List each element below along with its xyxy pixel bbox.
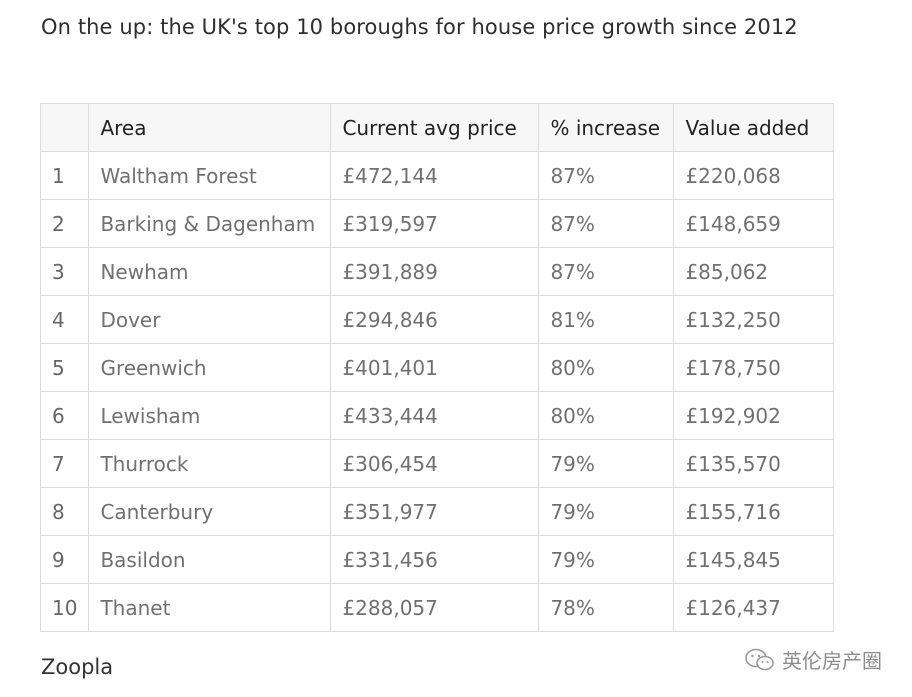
cell-value-added: £85,062 xyxy=(673,247,835,296)
cell-rank: 9 xyxy=(39,535,90,584)
cell-area: Thurrock xyxy=(88,439,332,488)
cell-area: Newham xyxy=(88,247,332,296)
cell-area: Greenwich xyxy=(88,343,332,392)
watermark: 英伦房产圈 xyxy=(744,645,882,674)
header-rank xyxy=(39,103,90,152)
cell-percent-increase: 87% xyxy=(538,199,675,248)
source-label: Zoopla xyxy=(41,655,114,679)
cell-percent-increase: 87% xyxy=(538,151,675,200)
cell-current-avg-price: £288,057 xyxy=(330,583,540,632)
cell-current-avg-price: £306,454 xyxy=(330,439,540,488)
cell-current-avg-price: £401,401 xyxy=(330,343,540,392)
table-row: 8 Canterbury £351,977 79% £155,716 xyxy=(39,487,835,536)
cell-current-avg-price: £319,597 xyxy=(330,199,540,248)
cell-percent-increase: 79% xyxy=(538,439,675,488)
cell-rank: 1 xyxy=(39,151,90,200)
table-row: 2 Barking & Dagenham £319,597 87% £148,659 xyxy=(39,199,835,248)
cell-current-avg-price: £472,144 xyxy=(330,151,540,200)
cell-area: Barking & Dagenham xyxy=(88,199,332,248)
cell-percent-increase: 87% xyxy=(538,247,675,296)
header-percent-increase: % increase xyxy=(538,103,675,152)
house-price-table: Area Current avg price % increase Value … xyxy=(39,103,835,632)
cell-rank: 5 xyxy=(39,343,90,392)
cell-area: Dover xyxy=(88,295,332,344)
wechat-icon xyxy=(745,648,774,670)
cell-value-added: £148,659 xyxy=(673,199,835,248)
cell-value-added: £145,845 xyxy=(673,535,835,584)
cell-current-avg-price: £294,846 xyxy=(330,295,540,344)
table-row: 10 Thanet £288,057 78% £126,437 xyxy=(39,583,835,632)
cell-area: Thanet xyxy=(88,583,332,632)
cell-area: Basildon xyxy=(88,535,332,584)
watermark-text: 英伦房产圈 xyxy=(782,649,882,673)
header-current-avg-price: Current avg price xyxy=(330,103,540,152)
cell-rank: 6 xyxy=(39,391,90,440)
table-row: 5 Greenwich £401,401 80% £178,750 xyxy=(39,343,835,392)
cell-rank: 4 xyxy=(39,295,90,344)
cell-rank: 8 xyxy=(39,487,90,536)
cell-value-added: £126,437 xyxy=(673,583,835,632)
cell-percent-increase: 80% xyxy=(538,343,675,392)
cell-value-added: £132,250 xyxy=(673,295,835,344)
cell-current-avg-price: £331,456 xyxy=(330,535,540,584)
cell-area: Canterbury xyxy=(88,487,332,536)
cell-rank: 7 xyxy=(39,439,90,488)
header-value-added: Value added xyxy=(673,103,835,152)
cell-current-avg-price: £391,889 xyxy=(330,247,540,296)
table-row: 4 Dover £294,846 81% £132,250 xyxy=(39,295,835,344)
cell-percent-increase: 78% xyxy=(538,583,675,632)
cell-percent-increase: 79% xyxy=(538,487,675,536)
table-row: 3 Newham £391,889 87% £85,062 xyxy=(39,247,835,296)
cell-current-avg-price: £433,444 xyxy=(330,391,540,440)
table-row: 7 Thurrock £306,454 79% £135,570 xyxy=(39,439,835,488)
cell-rank: 10 xyxy=(39,583,90,632)
cell-percent-increase: 79% xyxy=(538,535,675,584)
cell-area: Waltham Forest xyxy=(88,151,332,200)
cell-value-added: £220,068 xyxy=(673,151,835,200)
cell-percent-increase: 81% xyxy=(538,295,675,344)
table-row: 6 Lewisham £433,444 80% £192,902 xyxy=(39,391,835,440)
cell-percent-increase: 80% xyxy=(538,391,675,440)
cell-value-added: £178,750 xyxy=(673,343,835,392)
cell-current-avg-price: £351,977 xyxy=(330,487,540,536)
page-title: On the up: the UK's top 10 boroughs for … xyxy=(41,15,798,39)
table-header-row: Area Current avg price % increase Value … xyxy=(39,103,835,152)
table-row: 9 Basildon £331,456 79% £145,845 xyxy=(39,535,835,584)
cell-rank: 3 xyxy=(39,247,90,296)
cell-rank: 2 xyxy=(39,199,90,248)
table-body: 1 Waltham Forest £472,144 87% £220,068 2 Barki… xyxy=(39,151,835,632)
cell-value-added: £135,570 xyxy=(673,439,835,488)
cell-value-added: £155,716 xyxy=(673,487,835,536)
cell-area: Lewisham xyxy=(88,391,332,440)
cell-value-added: £192,902 xyxy=(673,391,835,440)
header-area: Area xyxy=(88,103,332,152)
table-row: 1 Waltham Forest £472,144 87% £220,068 xyxy=(39,151,835,200)
